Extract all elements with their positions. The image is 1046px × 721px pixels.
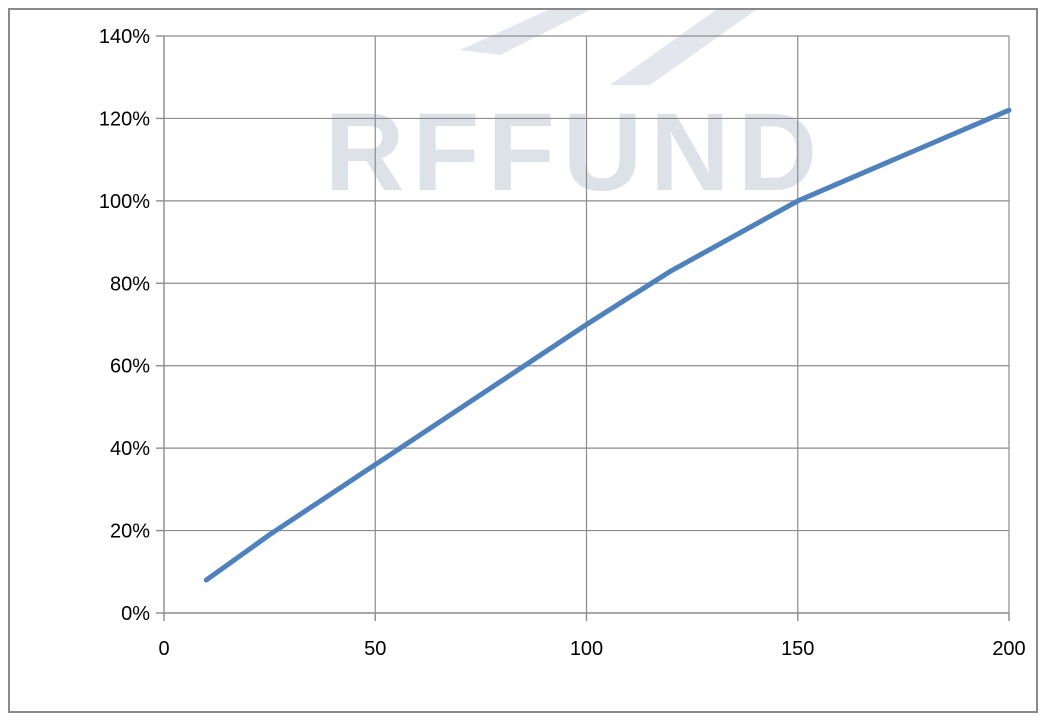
axes: [156, 35, 1010, 621]
y-tick-label: 100%: [99, 191, 150, 213]
line-chart: RFFUND 0 50 100 150 200 0% 20% 40% 60% 80% 100% 12…: [99, 10, 1026, 660]
gridlines: [164, 35, 1010, 613]
series-layer: [203, 107, 1012, 583]
y-tick-label: 120%: [99, 108, 150, 130]
x-tick-label: 100: [570, 638, 603, 660]
y-tick-label: 60%: [110, 356, 150, 378]
watermark-logo: RFFUND: [325, 10, 825, 214]
y-tick-label: 140%: [99, 26, 150, 48]
y-tick-label: 80%: [110, 273, 150, 295]
x-tick-label: 0: [158, 638, 169, 660]
y-tick-label: 40%: [110, 438, 150, 460]
x-tick-label: 50: [364, 638, 386, 660]
x-tick-label: 150: [781, 638, 814, 660]
y-tick-label: 20%: [110, 521, 150, 543]
x-tick-label: 200: [992, 638, 1025, 660]
watermark-text: RFFUND: [325, 91, 825, 214]
y-tick-label: 0%: [121, 603, 150, 625]
x-axis-tick-labels: 0 50 100 150 200: [158, 638, 1025, 660]
series-line: [203, 107, 1012, 583]
y-axis-tick-labels: 0% 20% 40% 60% 80% 100% 120% 140%: [99, 26, 150, 625]
chart-frame: RFFUND 0 50 100 150 200 0% 20% 40% 60% 80% 100% 12…: [8, 8, 1038, 713]
